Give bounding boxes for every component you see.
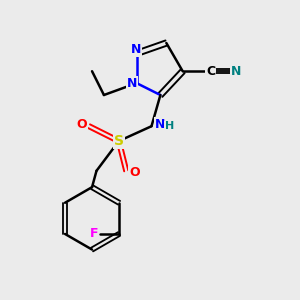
Text: O: O [76,118,87,131]
Text: N: N [154,118,165,131]
Text: H: H [165,121,174,131]
Text: F: F [90,227,98,241]
Text: O: O [129,166,140,179]
Text: N: N [231,65,242,78]
Text: N: N [131,43,141,56]
Text: N: N [127,77,137,90]
Text: C: C [206,65,215,78]
Text: S: S [114,134,124,148]
